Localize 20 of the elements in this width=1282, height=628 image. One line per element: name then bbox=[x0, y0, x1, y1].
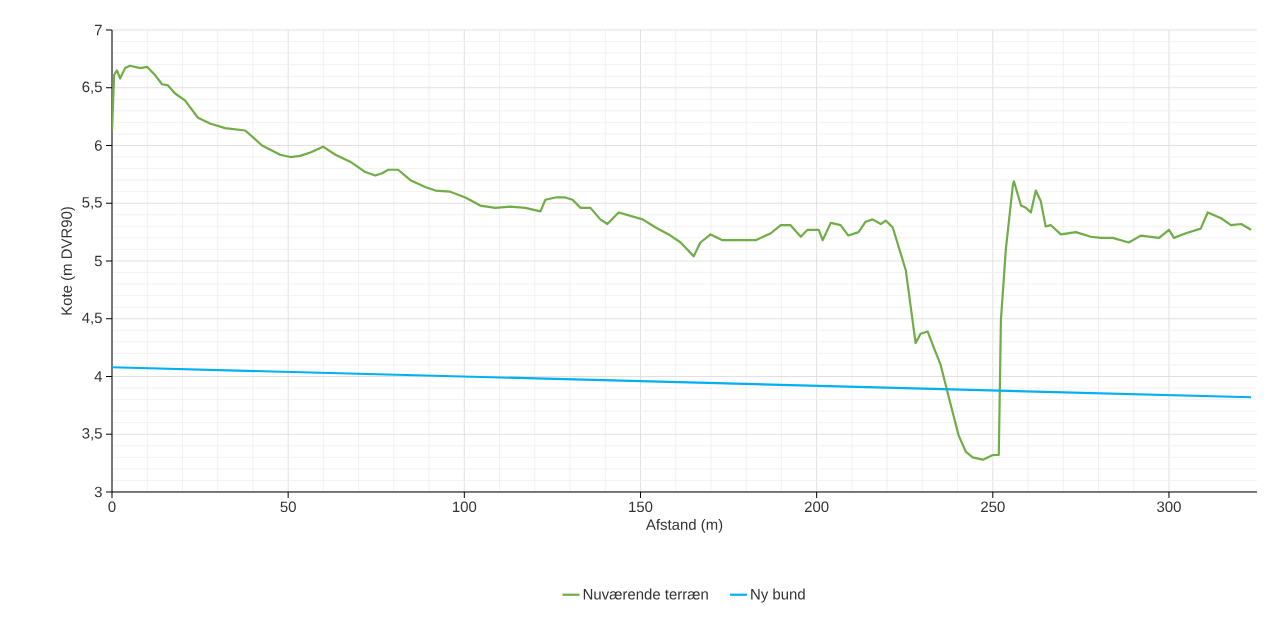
x-tick-label: 250 bbox=[981, 501, 1005, 513]
y-tick-label: 7 bbox=[94, 24, 102, 36]
y-tick-label: 6,5 bbox=[82, 81, 102, 94]
y-tick-label: 3 bbox=[94, 486, 102, 498]
x-tick-label: 0 bbox=[108, 501, 116, 513]
y-axis-title: Kote (m DVR90) bbox=[60, 207, 75, 315]
x-tick-label: 300 bbox=[1157, 501, 1181, 513]
y-tick-label: 4,5 bbox=[82, 312, 102, 325]
y-tick-label: 5 bbox=[94, 255, 102, 267]
x-tick-label: 50 bbox=[280, 501, 296, 513]
x-tick-label: 150 bbox=[629, 501, 653, 513]
legend-label: Nuværende terræn bbox=[583, 588, 708, 600]
x-tick-label: 200 bbox=[804, 501, 829, 513]
legend-label: Ny bund bbox=[751, 588, 805, 603]
y-tick-label: 3,5 bbox=[82, 428, 102, 441]
y-tick-label: 5,5 bbox=[82, 197, 102, 210]
x-axis-title: Afstand (m) bbox=[645, 518, 723, 533]
y-tick-label: 4 bbox=[94, 371, 103, 382]
x-tick-label: 100 bbox=[453, 501, 477, 513]
y-tick-label: 6 bbox=[94, 140, 102, 151]
